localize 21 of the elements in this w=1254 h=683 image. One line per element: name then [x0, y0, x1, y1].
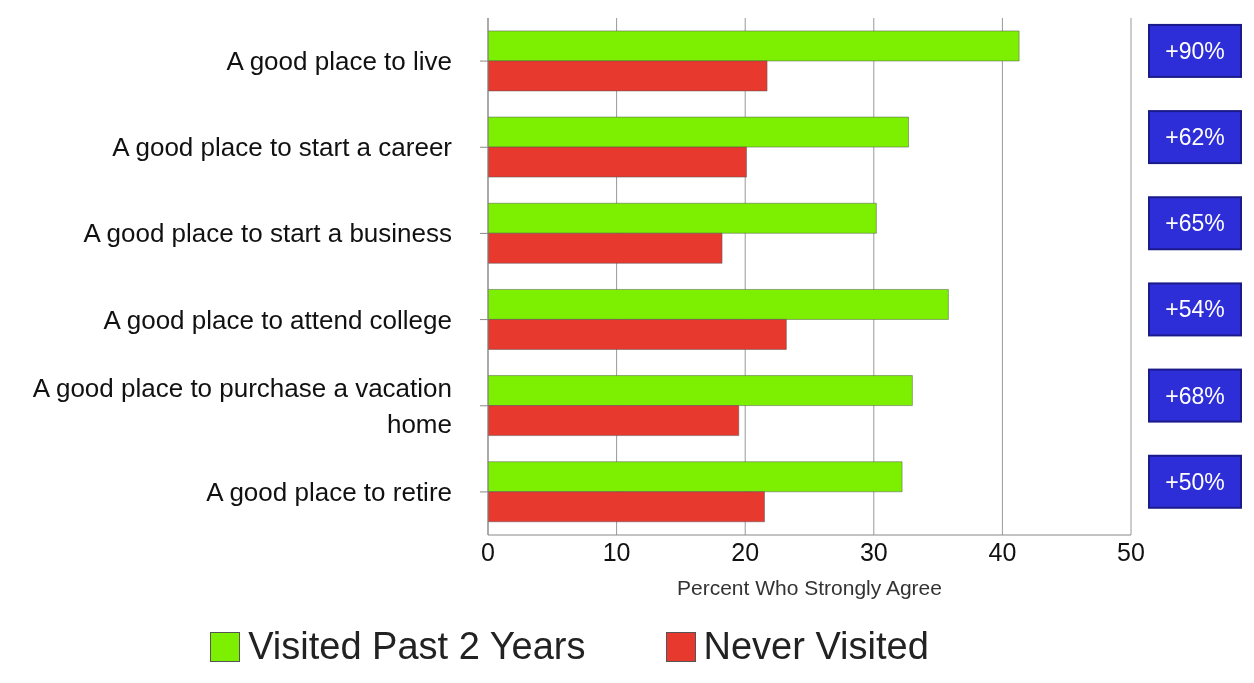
y-tick-label: A good place to start a business — [83, 218, 452, 249]
y-tick-label: A good place to live — [226, 46, 452, 77]
label-box: +65% — [1148, 196, 1242, 251]
x-tick-label: 50 — [1117, 537, 1145, 566]
legend-label: Visited Past 2 Years — [248, 625, 586, 668]
x-tick-label: 0 — [481, 537, 495, 566]
y-tick-label: A good place to retire — [206, 476, 452, 507]
label-box: +90% — [1148, 23, 1242, 78]
x-axis-title: Percent Who Strongly Agree — [677, 576, 942, 599]
label-box: +50% — [1148, 454, 1242, 509]
label-box: +54% — [1148, 282, 1242, 337]
legend-label: Never Visited — [703, 625, 929, 668]
label-box: +68% — [1148, 368, 1242, 423]
x-tick-label: 10 — [602, 537, 631, 566]
y-tick-label: A good place to attend college — [103, 304, 452, 335]
label-box: +62% — [1148, 110, 1242, 165]
x-tick-label: 20 — [731, 537, 760, 566]
x-tick-label: 30 — [859, 537, 888, 566]
x-tick-label: 40 — [988, 537, 1017, 566]
y-tick-label: A good place to start a career — [112, 132, 453, 163]
y-tick-label: A good place to purchase a vacation home — [32, 372, 452, 439]
